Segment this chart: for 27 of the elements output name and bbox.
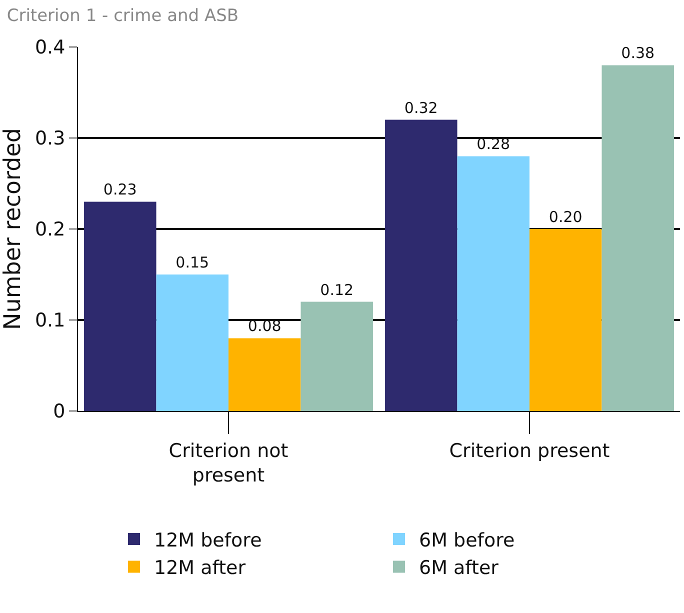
y-tick-label: 0.1 bbox=[34, 310, 66, 332]
text: 0.32 bbox=[404, 98, 438, 117]
bar bbox=[156, 274, 228, 411]
text: 0.20 bbox=[548, 208, 582, 226]
text: 0.23 bbox=[103, 180, 137, 199]
text: 0.15 bbox=[176, 254, 210, 272]
text: 0.38 bbox=[621, 44, 655, 62]
bar bbox=[228, 338, 301, 411]
chart-title: Criterion 1 - crime and ASB bbox=[6, 6, 239, 26]
y-tick-label: 0.2 bbox=[34, 218, 66, 241]
text: 0.12 bbox=[320, 280, 354, 299]
x-tick-label: Criterion present bbox=[449, 440, 610, 462]
bar bbox=[385, 120, 458, 411]
y-tick-label: 0.4 bbox=[34, 36, 66, 59]
bar bbox=[300, 302, 373, 411]
legend-label: 6M after bbox=[419, 557, 499, 580]
legend-label: 12M after bbox=[154, 557, 246, 580]
x-tick-label: Criterion not present bbox=[168, 440, 288, 486]
bar bbox=[602, 65, 674, 411]
legend-label: 12M before bbox=[154, 529, 262, 552]
y-tick-label: 0.3 bbox=[34, 128, 66, 150]
y-axis-title: Number recorded bbox=[0, 128, 26, 330]
bar bbox=[457, 156, 530, 411]
legend-label: 6M before bbox=[419, 529, 515, 552]
bar bbox=[84, 202, 156, 411]
y-tick-label: 0 bbox=[53, 400, 66, 423]
bar bbox=[530, 229, 602, 411]
